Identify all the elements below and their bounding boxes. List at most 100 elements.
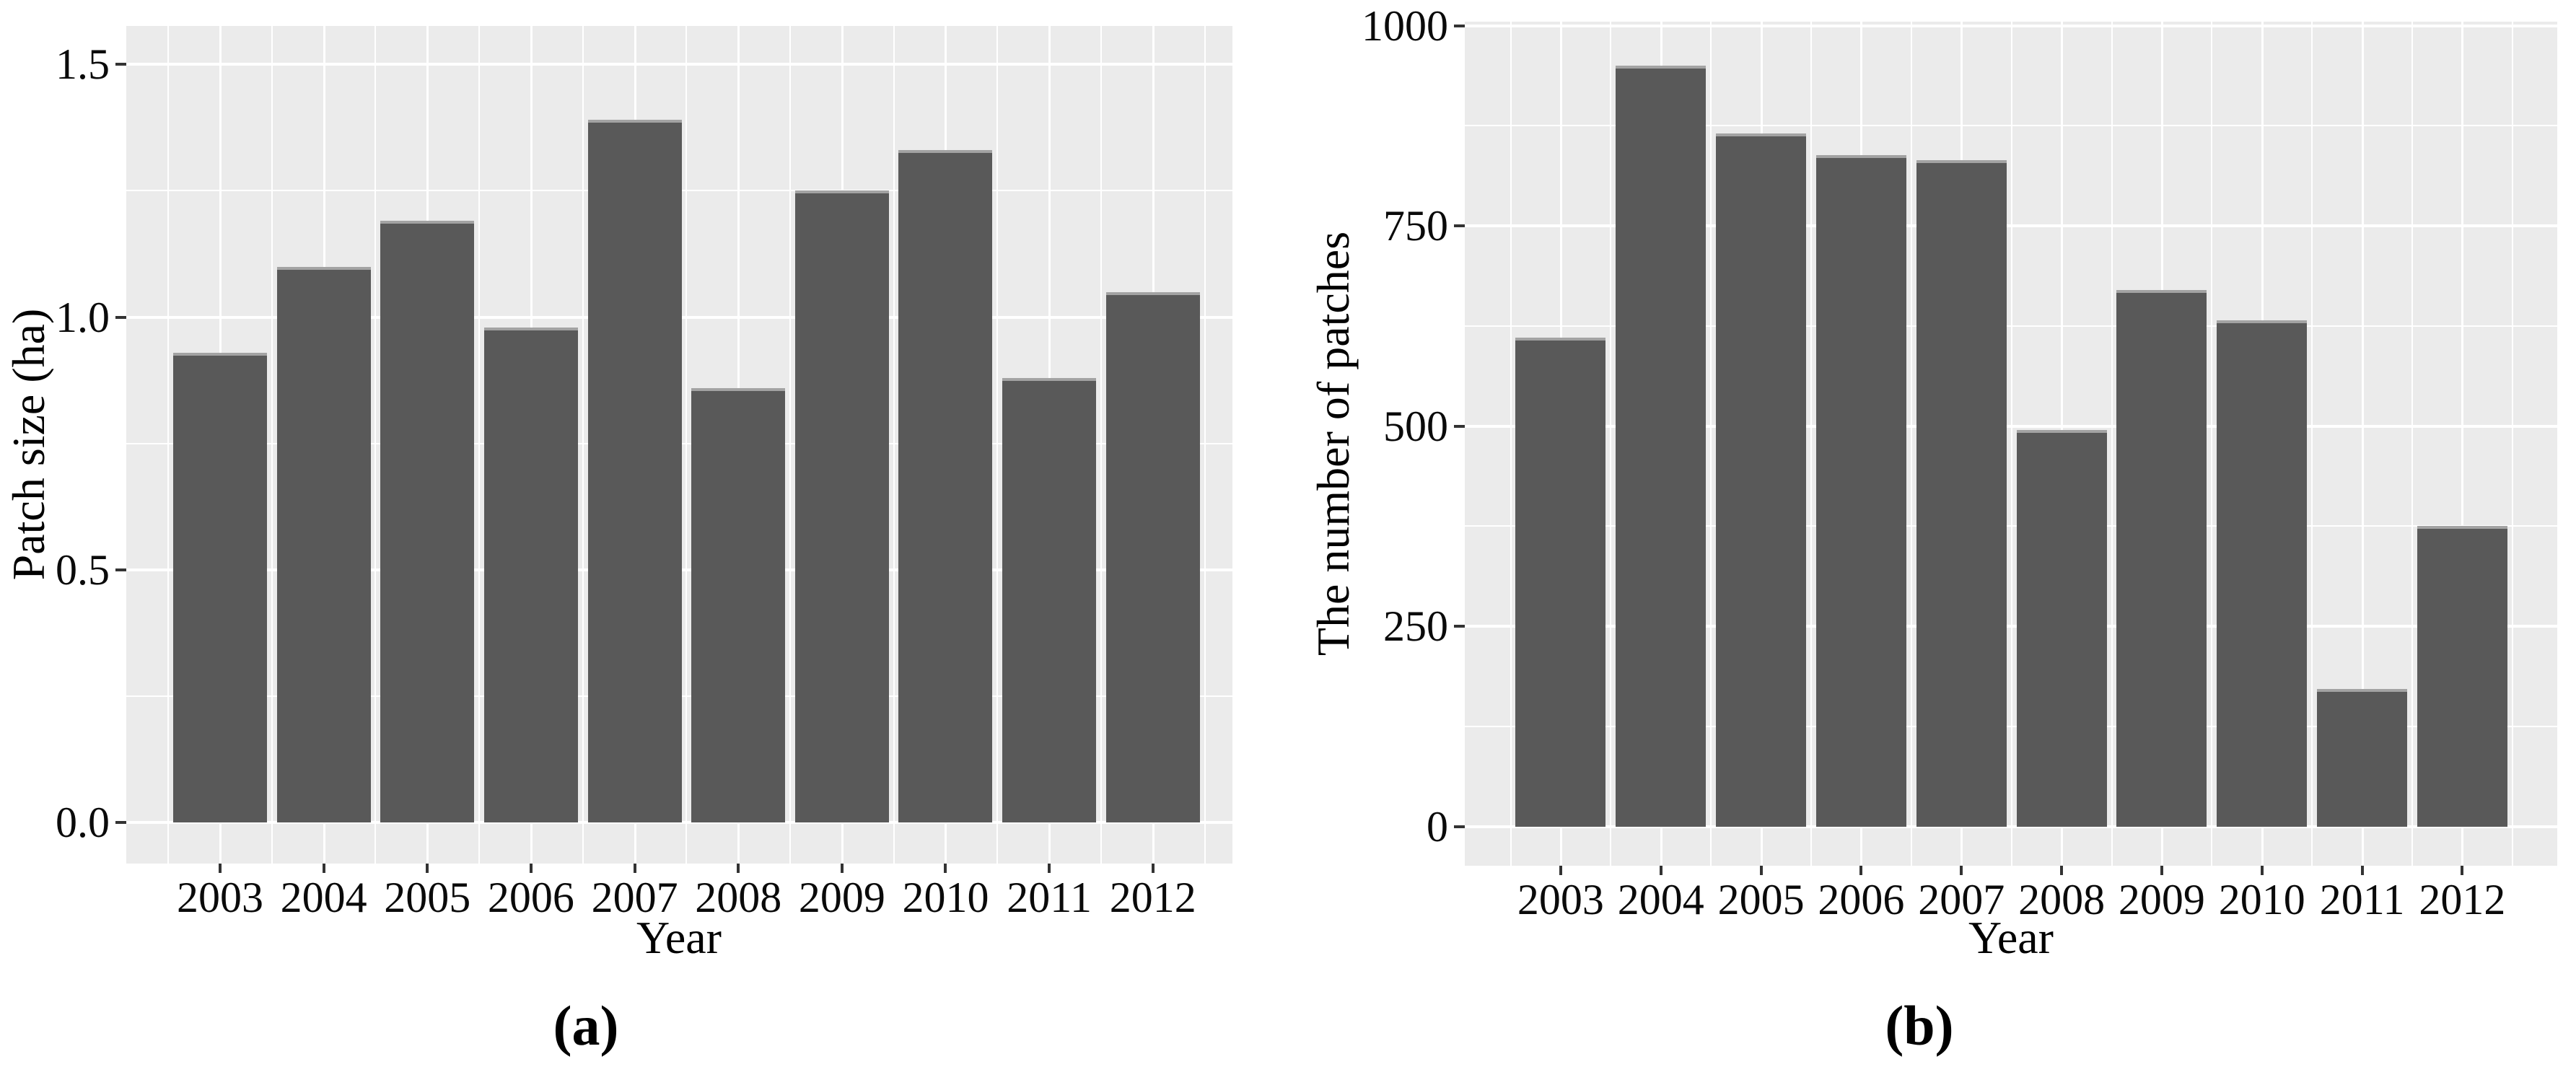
x-tick-mark [1151,864,1155,873]
x-tick-label: 2007 [1918,876,2005,923]
gridline-major-vertical [2461,22,2464,866]
y-tick-mark [1454,424,1465,428]
subfigure-b: The number of patches 0 250 500 750 1000 2003… [1288,0,2576,1067]
gridline-major-horizontal [126,821,1232,825]
x-tick-mark [2461,866,2464,875]
x-tick-label: 2003 [1517,876,1604,923]
plot-panel [126,26,1232,864]
x-tick-label: 2010 [902,874,989,921]
x-tick-label: 2011 [2319,876,2405,923]
x-tick-mark [1859,866,1863,875]
x-tick-mark [944,864,947,873]
x-tick-mark [2060,866,2064,875]
gridline-minor-vertical [1810,22,1812,866]
x-tick-label: 2006 [1818,876,1905,923]
bar-2006 [483,327,578,823]
bar-2003 [1515,338,1606,827]
x-tick-mark [1559,866,1562,875]
bar-2003 [172,352,267,823]
bar-2008 [691,387,786,823]
subfigure-caption: (a) [553,994,619,1057]
gridline-minor-vertical [789,26,792,864]
gridline-minor-vertical [374,26,377,864]
bar-2004 [1616,66,1707,827]
y-tick-mark [1454,625,1465,628]
bar-2011 [1002,377,1097,823]
x-tick-mark [218,864,222,873]
bar-2009 [2116,289,2207,827]
gridline-minor-vertical [2211,22,2213,866]
y-tick-mark [1454,825,1465,828]
x-tick-label: 2007 [591,874,678,921]
gridline-minor-vertical [2511,22,2513,866]
bar-2012 [2417,526,2507,827]
x-tick-label: 2004 [1617,876,1704,923]
y-tick-mark [115,63,126,66]
gridline-minor-vertical [2010,22,2012,866]
x-tick-label: 2008 [695,874,782,921]
gridline-minor-vertical [271,26,273,864]
gridline-major-horizontal [126,63,1232,66]
x-tick-label: 2004 [280,874,367,921]
bar-2011 [2317,688,2408,827]
y-tick-mark [115,568,126,571]
x-tick-mark [1960,866,1963,875]
bar-2007 [587,120,682,823]
y-tick-label: 0.0 [56,799,110,847]
gridline-minor-vertical [1510,22,1512,866]
bar-2006 [1815,155,1906,827]
bar-2005 [1716,133,1807,827]
x-tick-label: 2009 [798,874,885,921]
x-tick-mark [426,864,429,873]
gridline-minor-vertical [893,26,895,864]
y-axis-title: Patch size (ha) [3,308,54,581]
gridline-minor-vertical [1204,26,1206,864]
x-tick-label: 2003 [176,874,263,921]
x-tick-label: 2011 [1007,874,1092,921]
gridline-major-vertical [2361,22,2364,866]
y-tick-label: 0 [1427,802,1448,851]
gridline-minor-vertical [1710,22,1712,866]
x-tick-label: 2006 [487,874,574,921]
y-tick-mark [115,315,126,319]
x-tick-mark [2360,866,2364,875]
gridline-minor-vertical [167,26,170,864]
x-tick-label: 2005 [1717,876,1805,923]
bar-2010 [898,150,993,823]
y-tick-mark [1454,224,1465,228]
x-tick-mark [1659,866,1662,875]
x-tick-mark [2160,866,2163,875]
x-tick-label: 2012 [2419,876,2506,923]
plot-panel [1465,22,2557,866]
x-tick-label: 2008 [2018,876,2106,923]
x-tick-mark [322,864,325,873]
gridline-minor-vertical [996,26,999,864]
gridline-minor-vertical [2311,22,2313,866]
y-tick-label: 1.5 [56,40,110,89]
gridline-minor-vertical [582,26,584,864]
x-tick-mark [529,864,533,873]
bar-2008 [2016,430,2107,827]
gridline-minor-vertical [478,26,481,864]
x-tick-mark [1759,866,1763,875]
x-tick-mark [737,864,740,873]
x-tick-label: 2010 [2218,876,2305,923]
bar-2009 [794,190,889,823]
y-tick-label: 500 [1383,402,1448,450]
gridline-minor-vertical [2411,22,2414,866]
x-tick-label: 2012 [1109,874,1196,921]
y-tick-label: 1.0 [56,293,110,341]
bar-2007 [1916,160,2007,827]
gridline-minor-vertical [2111,22,2113,866]
subfigure-a: Patch size (ha) 0.0 0.5 1.0 1.5 2003 2004 2005… [3,26,1232,1057]
x-tick-label: 2009 [2118,876,2205,923]
x-tick-mark [2260,866,2264,875]
gridline-minor-vertical [1910,22,1912,866]
bar-2005 [380,221,475,823]
subfigure-caption: (b) [1885,994,1954,1057]
gridline-minor-vertical [1610,22,1612,866]
gridline-minor-vertical [1100,26,1102,864]
x-axis-title: Year [636,912,722,963]
bar-2010 [2217,320,2308,827]
